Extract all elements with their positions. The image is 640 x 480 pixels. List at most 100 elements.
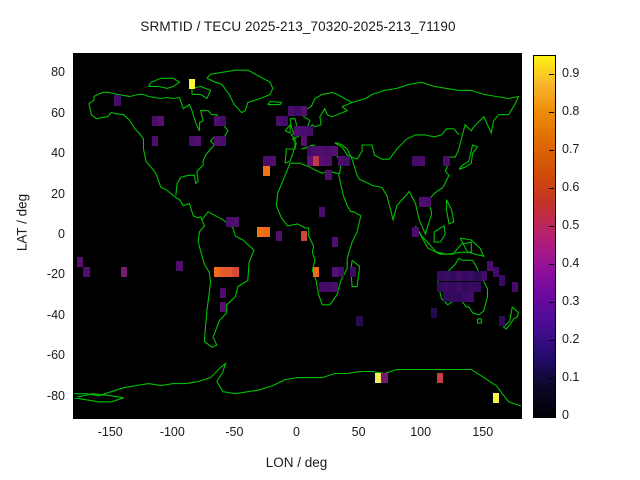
heatmap-cell	[77, 257, 84, 268]
heatmap-cell	[430, 307, 438, 318]
heatmap-cell	[275, 115, 282, 126]
y-axis-tick-mark	[73, 154, 78, 156]
colorbar-tick-mark	[549, 302, 554, 303]
colorbar-tick-label: 0.9	[562, 66, 580, 80]
map-plot-area	[73, 53, 522, 419]
colorbar-tick-mark	[549, 150, 554, 151]
chart-title: SRMTID / TECU 2025-213_70320-2025-213_71…	[140, 19, 456, 34]
heatmap-cell	[306, 146, 314, 157]
colorbar-tick-mark	[549, 74, 554, 75]
heatmap-cell	[499, 275, 506, 286]
coastline-path	[433, 224, 446, 243]
heatmap-cell	[462, 291, 469, 302]
heatmap-cell	[288, 105, 295, 116]
heatmap-cell	[356, 315, 363, 326]
x-axis-tick-mark	[482, 412, 484, 417]
heatmap-cell	[331, 237, 338, 248]
coastline-path	[267, 100, 283, 106]
heatmap-cell	[474, 281, 481, 292]
heatmap-cell	[424, 196, 431, 207]
heatmap-cell	[219, 287, 227, 298]
y-axis-tick-mark	[73, 315, 78, 317]
coastline-path	[437, 257, 489, 316]
heatmap-cell	[257, 226, 264, 237]
heatmap-cell	[114, 95, 121, 106]
y-axis-tick-mark	[73, 275, 78, 277]
heatmap-cell	[226, 267, 233, 278]
heatmap-cell	[493, 392, 500, 403]
heatmap-cell	[195, 135, 202, 146]
heatmap-cell	[455, 281, 463, 292]
heatmap-cell	[455, 291, 463, 302]
heatmap-cell	[213, 115, 220, 126]
heatmap-cell	[337, 156, 345, 167]
colorbar-tick-mark	[549, 226, 554, 227]
x-axis-tick-mark	[420, 412, 422, 417]
heatmap-cell	[300, 135, 307, 146]
x-axis-tick-label: -100	[159, 425, 185, 439]
x-axis-tick-label: 0	[293, 425, 300, 439]
y-axis-tick-mark	[73, 73, 78, 75]
heatmap-cell	[455, 271, 463, 282]
x-axis-tick-label: -150	[97, 425, 123, 439]
heatmap-cell	[269, 156, 276, 167]
heatmap-cell	[219, 267, 227, 278]
colorbar-tick-label: 0.2	[562, 332, 580, 346]
heatmap-cell	[213, 135, 220, 146]
coastline-path	[445, 199, 455, 225]
heatmap-cell	[219, 115, 227, 126]
x-axis-tick-label: 100	[410, 425, 432, 439]
heatmap-cell	[344, 156, 351, 167]
heatmap-cell	[157, 115, 165, 126]
colorbar-tick-label: 0.3	[562, 294, 580, 308]
heatmap-cell	[325, 281, 332, 292]
heatmap-cell	[313, 267, 320, 278]
heatmap-cell	[151, 135, 158, 146]
heatmap-cell	[319, 146, 326, 157]
colorbar-tick-mark	[549, 112, 554, 113]
heatmap-cell	[437, 271, 444, 282]
heatmap-cell	[480, 271, 487, 282]
heatmap-cell	[306, 125, 314, 136]
heatmap-cell	[263, 156, 270, 167]
heatmap-cell	[449, 271, 456, 282]
colorbar-tick-label: 0.1	[562, 370, 580, 384]
heatmap-cell	[319, 206, 326, 217]
heatmap-cell	[188, 79, 196, 90]
heatmap-cell	[443, 281, 450, 292]
heatmap-cell	[412, 156, 419, 167]
heatmap-cell	[313, 156, 320, 167]
y-axis-title: LAT / deg	[14, 193, 30, 252]
coastline-path	[415, 225, 472, 255]
heatmap-cell	[437, 372, 444, 383]
heatmap-cell	[325, 156, 332, 167]
heatmap-cell	[263, 226, 270, 237]
colorbar-tick-label: 0.7	[562, 142, 580, 156]
heatmap-cell	[437, 281, 444, 292]
colorbar	[533, 55, 556, 418]
y-axis-tick-label: -20	[46, 267, 65, 282]
heatmap-cell	[412, 226, 419, 237]
heatmap-cell	[418, 196, 425, 207]
heatmap-cell	[325, 146, 332, 157]
coastline-path	[148, 77, 181, 89]
heatmap-cell	[83, 267, 90, 278]
y-axis-tick-label: 20	[51, 186, 65, 201]
heatmap-cell	[468, 291, 475, 302]
heatmap-cell	[306, 156, 314, 167]
y-axis-tick-label: -80	[46, 388, 65, 403]
heatmap-cell	[499, 315, 506, 326]
y-axis-tick-label: 80	[51, 65, 65, 80]
heatmap-cell	[219, 135, 227, 146]
x-axis-tick-mark	[172, 412, 174, 417]
heatmap-cell	[443, 271, 450, 282]
heatmap-cell	[176, 261, 183, 272]
colorbar-tick-label: 0.8	[562, 104, 580, 118]
y-axis-tick-mark	[73, 356, 78, 358]
colorbar-tick-mark	[549, 188, 554, 189]
y-axis-tick-label: 60	[51, 105, 65, 120]
coastline-path	[334, 81, 520, 236]
colorbar-tick-mark	[549, 264, 554, 265]
coastline-path	[74, 393, 124, 403]
x-axis-tick-label: -50	[225, 425, 244, 439]
